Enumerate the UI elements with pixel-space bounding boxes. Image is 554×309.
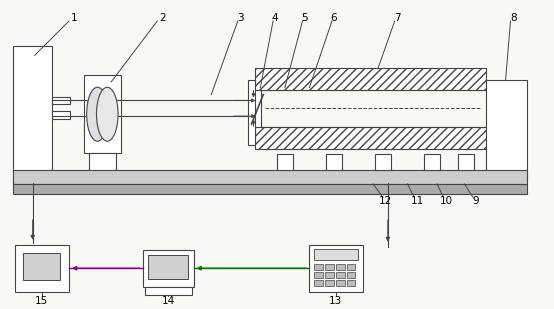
Bar (84, 75, 121, 154)
Bar (336, 264, 345, 270)
Bar (314, 249, 358, 260)
Bar (325, 280, 334, 286)
Bar (336, 272, 345, 278)
Ellipse shape (96, 87, 118, 141)
Bar (314, 264, 323, 270)
Text: 9: 9 (473, 196, 479, 206)
Bar (15, 245, 69, 292)
Text: 2: 2 (159, 13, 166, 23)
Bar (13, 170, 527, 184)
Text: 1: 1 (70, 13, 77, 23)
Bar (145, 287, 192, 295)
Text: 3: 3 (237, 13, 244, 23)
Bar (347, 280, 356, 286)
Bar (325, 264, 334, 270)
Bar (424, 154, 440, 170)
Ellipse shape (86, 87, 108, 141)
Bar (375, 154, 391, 170)
Bar (459, 154, 474, 170)
Text: 11: 11 (411, 196, 424, 206)
Bar (249, 88, 261, 142)
Bar (314, 272, 323, 278)
Text: 15: 15 (35, 296, 48, 306)
Bar (52, 111, 70, 119)
Text: 4: 4 (271, 13, 278, 23)
Text: 8: 8 (510, 13, 517, 23)
Text: 12: 12 (379, 196, 393, 206)
Bar (314, 280, 323, 286)
Bar (326, 154, 342, 170)
Bar (52, 96, 70, 104)
Bar (309, 245, 363, 292)
Bar (486, 80, 527, 178)
Bar (13, 184, 527, 194)
Bar (255, 127, 486, 149)
Bar (13, 45, 52, 183)
Bar (347, 264, 356, 270)
Text: 10: 10 (440, 196, 453, 206)
Text: 7: 7 (394, 13, 401, 23)
Bar (336, 280, 345, 286)
Bar (347, 272, 356, 278)
Text: 6: 6 (331, 13, 337, 23)
Bar (248, 80, 255, 145)
Bar (142, 250, 193, 287)
Bar (89, 154, 116, 171)
Text: 13: 13 (329, 296, 342, 306)
Bar (23, 252, 60, 280)
Bar (277, 154, 293, 170)
Bar (325, 272, 334, 278)
Bar (255, 68, 486, 90)
Text: 14: 14 (161, 296, 175, 306)
Text: 5: 5 (301, 13, 308, 23)
Bar (148, 255, 188, 279)
